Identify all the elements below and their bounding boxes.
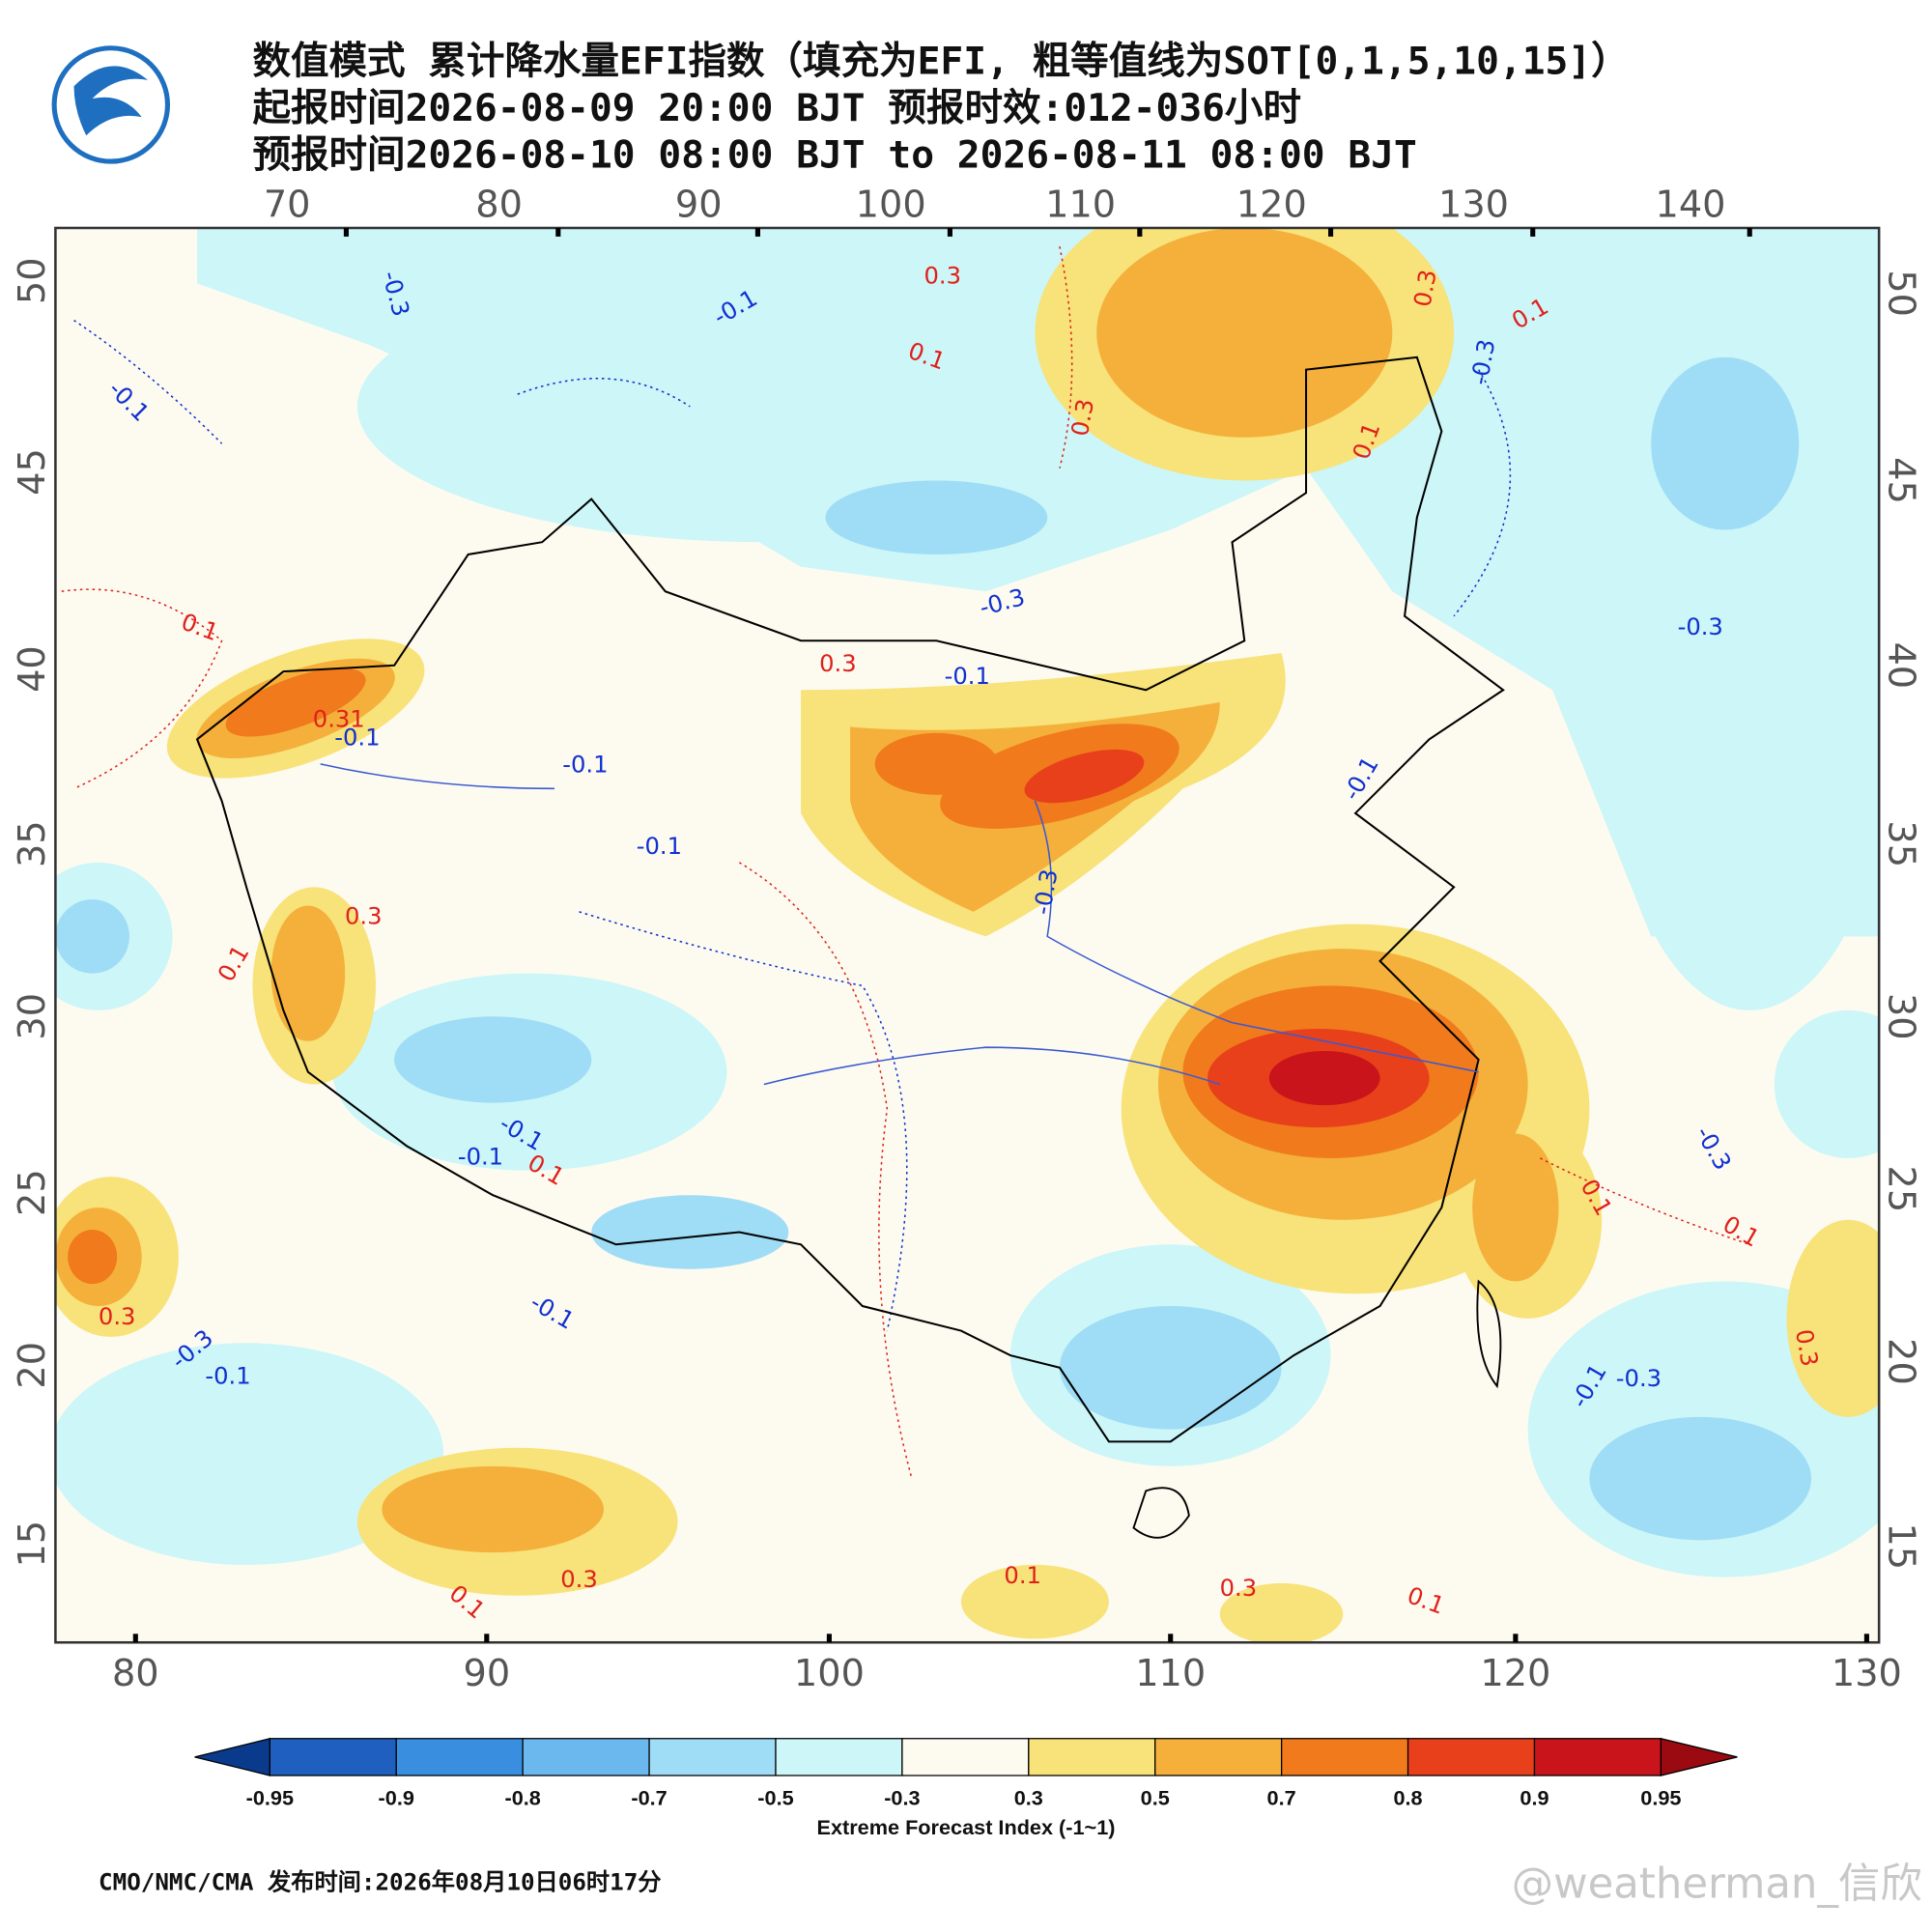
colorbar-title: Extreme Forecast Index (-1~1) bbox=[817, 1815, 1116, 1839]
footer-source: CMO/NMC/CMA 发布时间:2026年08月10日06时17分 bbox=[99, 1869, 662, 1896]
contour-label: -0.3 bbox=[1616, 1365, 1662, 1392]
lat-label: 40 bbox=[1879, 641, 1922, 689]
lon-label: 140 bbox=[1655, 183, 1725, 226]
contour-label: -0.1 bbox=[458, 1143, 503, 1170]
contour-label: -0.1 bbox=[562, 752, 608, 779]
lat-label: 30 bbox=[1879, 993, 1922, 1040]
colorbar-end bbox=[194, 1737, 270, 1776]
lat-label: 25 bbox=[11, 1169, 54, 1216]
title-line: 起报时间2026-08-09 20:00 BJT 预报时效:012-036小时 bbox=[252, 86, 1301, 130]
lon-label: 130 bbox=[1832, 1652, 1902, 1695]
title-line: 预报时间2026-08-10 08:00 BJT to 2026-08-11 0… bbox=[252, 132, 1416, 177]
colorbar-tick-label: 0.8 bbox=[1393, 1786, 1422, 1810]
colorbar-tick-label: -0.95 bbox=[246, 1786, 294, 1810]
watermark: @weatherman_信欣 bbox=[1512, 1860, 1922, 1908]
colorbar-tick-label: 0.9 bbox=[1520, 1786, 1548, 1810]
lon-label: 100 bbox=[794, 1652, 865, 1695]
lat-label: 15 bbox=[1879, 1522, 1922, 1570]
lat-label: 45 bbox=[11, 448, 54, 496]
colorbar-segment bbox=[395, 1738, 524, 1776]
contour-label: 0.3 bbox=[560, 1566, 598, 1593]
map bbox=[55, 227, 1880, 1643]
colorbar-segment bbox=[1154, 1738, 1283, 1776]
contour-label: 0.3 bbox=[1220, 1575, 1258, 1602]
contour-label: -0.1 bbox=[334, 724, 380, 752]
lat-label: 40 bbox=[11, 645, 54, 693]
contour-label: 0.31 bbox=[313, 706, 365, 733]
colorbar-tick-label: 0.5 bbox=[1141, 1786, 1170, 1810]
lat-label: 50 bbox=[11, 257, 54, 304]
colorbar-tick-label: -0.7 bbox=[631, 1786, 667, 1810]
colorbar-segment bbox=[1281, 1738, 1409, 1776]
contour-label: 0.1 bbox=[1004, 1562, 1041, 1589]
lat-label: 25 bbox=[1879, 1166, 1922, 1213]
lon-label: 120 bbox=[1480, 1652, 1550, 1695]
colorbar-tick-label: -0.5 bbox=[757, 1786, 793, 1810]
colorbar-tick-label: 0.3 bbox=[1014, 1786, 1043, 1810]
colorbar-tick-label: -0.9 bbox=[379, 1786, 414, 1810]
colorbar-tick-label: -0.8 bbox=[504, 1786, 540, 1810]
contour-label: -0.3 bbox=[1678, 613, 1723, 640]
title-line: 数值模式 累计降水量EFI指数（填充为EFI, 粗等值线为SOT[0,1,5,1… bbox=[252, 40, 1629, 84]
contour-label: 0.3 bbox=[1408, 268, 1441, 309]
colorbar-end bbox=[1660, 1737, 1738, 1776]
map-frame bbox=[54, 226, 1881, 1644]
lat-label: 20 bbox=[11, 1342, 54, 1389]
contour-label: -0.1 bbox=[205, 1362, 250, 1389]
contour-label: 0.3 bbox=[819, 650, 857, 677]
contour-label: -0.1 bbox=[945, 663, 990, 690]
logo bbox=[51, 45, 171, 164]
contour-label: -0.1 bbox=[637, 833, 682, 860]
lon-label: 90 bbox=[463, 1652, 510, 1695]
contour-label: 0.3 bbox=[99, 1303, 136, 1330]
lat-label: 30 bbox=[11, 993, 54, 1040]
lat-label: 45 bbox=[1879, 457, 1922, 504]
colorbar-segment bbox=[269, 1738, 397, 1776]
colorbar-segment bbox=[775, 1738, 903, 1776]
colorbar-segment bbox=[1406, 1738, 1536, 1776]
lon-label: 90 bbox=[675, 183, 723, 226]
colorbar-tick-label: 0.95 bbox=[1640, 1786, 1681, 1810]
lon-label: 100 bbox=[856, 183, 926, 226]
colorbar-segment bbox=[1028, 1738, 1156, 1776]
lat-label: 50 bbox=[1879, 270, 1922, 317]
colorbar-segment bbox=[1533, 1738, 1662, 1776]
lon-label: 80 bbox=[112, 1652, 159, 1695]
colorbar-segment bbox=[522, 1738, 650, 1776]
lon-label: 110 bbox=[1045, 183, 1116, 226]
contour-label: 0.3 bbox=[1066, 397, 1099, 439]
contour-label: 0.3 bbox=[1790, 1327, 1823, 1369]
colorbar-tick-label: -0.3 bbox=[884, 1786, 920, 1810]
lon-label: 120 bbox=[1236, 183, 1307, 226]
colorbar-tick-label: 0.7 bbox=[1267, 1786, 1296, 1810]
lat-label: 35 bbox=[11, 820, 54, 867]
contour-label: 0.3 bbox=[923, 262, 961, 289]
lon-label: 130 bbox=[1438, 183, 1509, 226]
lat-label: 20 bbox=[1879, 1338, 1922, 1385]
colorbar-segment bbox=[648, 1738, 777, 1776]
contour-label: 0.3 bbox=[345, 903, 383, 930]
lon-label: 110 bbox=[1135, 1652, 1206, 1695]
colorbar-segment bbox=[901, 1738, 1030, 1776]
lat-label: 15 bbox=[11, 1520, 54, 1568]
lon-label: 70 bbox=[264, 183, 311, 226]
lat-label: 35 bbox=[1879, 820, 1922, 867]
lon-label: 80 bbox=[475, 183, 523, 226]
